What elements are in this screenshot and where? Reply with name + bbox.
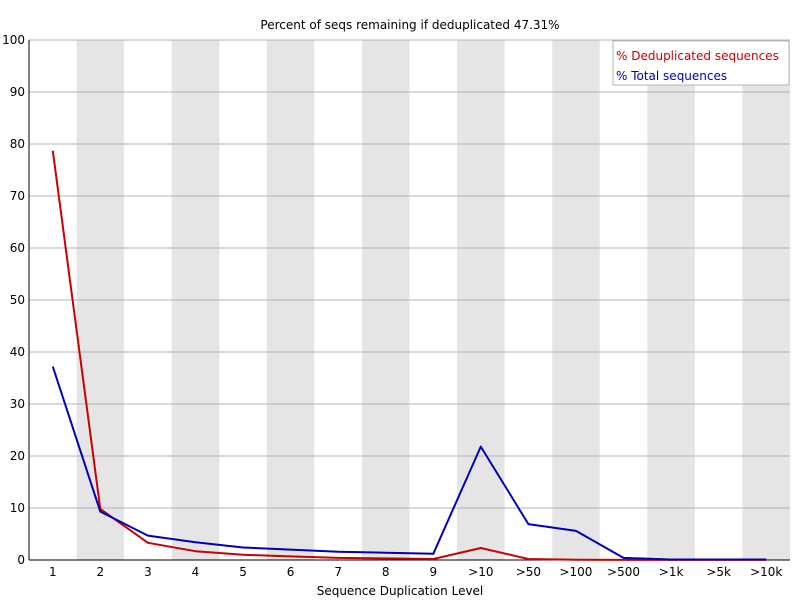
x-tick-label: 2 xyxy=(97,565,105,579)
y-tick-label: 30 xyxy=(10,397,25,411)
gridlines xyxy=(29,39,790,509)
series-line-deduplicated xyxy=(51,150,767,561)
x-tick-label: >100 xyxy=(559,565,592,579)
y-tick-label: 40 xyxy=(10,345,25,359)
y-tick-label: 70 xyxy=(10,189,25,203)
x-tick-label: 9 xyxy=(429,565,437,579)
x-tick-label: >50 xyxy=(516,565,541,579)
x-tick-label: 4 xyxy=(192,565,200,579)
y-tick-label: 90 xyxy=(10,85,25,99)
y-tick-labels: 0 10 20 30 40 50 60 70 80 90 100 xyxy=(2,33,25,567)
y-tick-label: 60 xyxy=(10,241,25,255)
x-tick-label: 1 xyxy=(49,565,57,579)
legend-box xyxy=(612,40,790,86)
y-tick-label: 80 xyxy=(10,137,25,151)
legend: % Deduplicated sequences % Total sequenc… xyxy=(612,40,790,86)
x-tick-label: >500 xyxy=(607,565,640,579)
x-tick-label: >5k xyxy=(706,565,731,579)
x-tick-labels: 1 2 3 4 5 6 7 8 9 >10 >50 >100 >500 >1k >5k >10k xyxy=(49,565,782,579)
x-tick-label: 8 xyxy=(382,565,390,579)
legend-item-total: % Total sequences xyxy=(616,69,727,83)
x-tick-label: >1k xyxy=(659,565,684,579)
x-tick-label: 5 xyxy=(239,565,247,579)
x-tick-label: 3 xyxy=(144,565,152,579)
x-tick-label: 7 xyxy=(334,565,342,579)
series-line-total xyxy=(51,366,767,561)
x-tick-label: >10k xyxy=(750,565,782,579)
y-tick-label: 0 xyxy=(17,553,25,567)
series-lines xyxy=(51,150,767,561)
y-tick-label: 20 xyxy=(10,449,25,463)
y-tick-label: 100 xyxy=(2,33,25,47)
x-axis-label: Sequence Duplication Level xyxy=(317,584,484,598)
y-tick-label: 50 xyxy=(10,293,25,307)
legend-item-deduplicated: % Deduplicated sequences xyxy=(616,49,779,63)
x-tick-label: >10 xyxy=(468,565,493,579)
chart-title: Percent of seqs remaining if deduplicate… xyxy=(260,18,559,32)
y-tick-label: 10 xyxy=(10,501,25,515)
x-tick-label: 6 xyxy=(287,565,295,579)
